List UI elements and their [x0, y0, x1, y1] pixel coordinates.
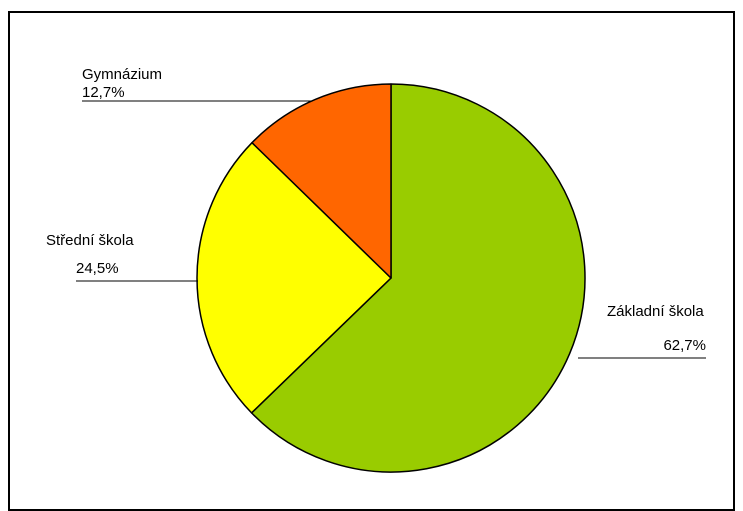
slice-value-2: 12,7%: [82, 84, 125, 101]
pie-slice-0: [250, 83, 586, 473]
slice-label-2: Gymnázium: [82, 66, 162, 83]
slice-value-0: 62,7%: [663, 337, 706, 354]
pie-slice-1: [196, 141, 392, 414]
slice-label-1: Střední škola: [46, 232, 134, 249]
slice-value-1: 24,5%: [76, 260, 119, 277]
slice-label-0: Základní škola: [607, 303, 704, 320]
pie-slice-2: [251, 83, 392, 279]
